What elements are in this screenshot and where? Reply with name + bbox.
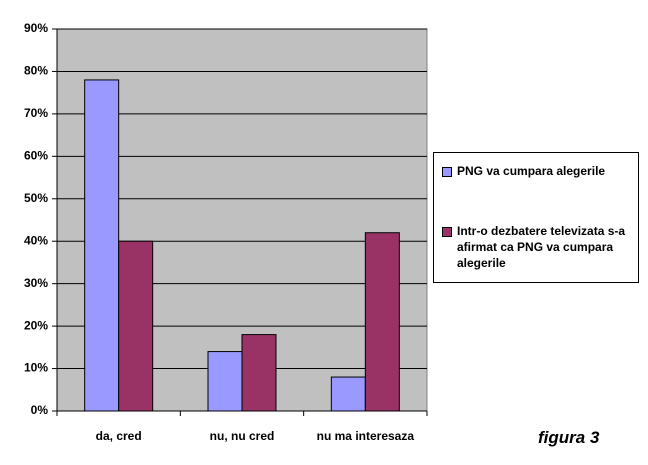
x-tick-label: nu, nu cred — [210, 429, 275, 443]
bar — [241, 334, 277, 412]
y-tick-label: 40% — [24, 233, 48, 247]
bar — [364, 232, 400, 412]
y-tick-label: 80% — [24, 64, 48, 78]
y-tick-label: 0% — [31, 403, 49, 417]
x-tick-label: da, cred — [96, 429, 142, 443]
legend-item: Intr-o dezbatere televizata s-a afirmat … — [442, 223, 634, 271]
y-tick-label: 90% — [24, 21, 48, 35]
bar — [84, 79, 120, 412]
y-tick-label: 10% — [24, 361, 48, 375]
bar — [207, 351, 243, 412]
y-tick-label: 70% — [24, 106, 48, 120]
x-tick-label: nu ma interesaza — [317, 429, 415, 443]
bar — [118, 240, 154, 412]
figure-caption: figura 3 — [538, 428, 600, 447]
legend-label: Intr-o dezbatere televizata s-a afirmat … — [457, 224, 626, 270]
bar — [330, 376, 366, 412]
legend-item: PNG va cumpara alegerile — [442, 163, 634, 179]
legend: PNG va cumpara alegerile Intr-o dezbatere… — [433, 152, 639, 283]
y-tick-label: 50% — [24, 191, 48, 205]
legend-swatch — [442, 227, 452, 237]
y-tick-label: 20% — [24, 318, 48, 332]
legend-label: PNG va cumpara alegerile — [457, 164, 606, 178]
y-tick-label: 60% — [24, 149, 48, 163]
legend-swatch — [442, 167, 452, 177]
y-tick-label: 30% — [24, 276, 48, 290]
